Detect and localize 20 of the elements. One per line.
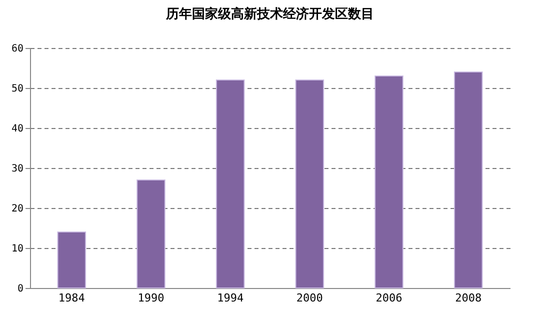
bar — [136, 180, 166, 288]
x-tick-label: 2008 — [455, 292, 482, 304]
y-tick-label: 20 — [11, 204, 24, 214]
y-tick-label: 50 — [11, 84, 24, 94]
y-tick-label: 40 — [11, 124, 24, 134]
y-tick-label: 30 — [11, 164, 24, 174]
x-tick-label: 1990 — [138, 292, 164, 304]
bar — [454, 72, 483, 288]
x-tick-label: 2006 — [376, 292, 402, 304]
bar — [374, 76, 404, 288]
bar — [216, 80, 245, 288]
bar — [295, 80, 324, 288]
y-tick-label: 60 — [11, 44, 24, 54]
y-tick-label: 0 — [17, 284, 24, 294]
chart-title: 历年国家级高新技术经济开发区数目 — [165, 6, 374, 22]
y-tick-label: 10 — [11, 244, 24, 254]
bar — [57, 232, 86, 288]
x-tick-label: 2000 — [296, 292, 323, 304]
x-tick-label: 1984 — [58, 292, 86, 304]
x-tick-label: 1994 — [217, 292, 244, 304]
